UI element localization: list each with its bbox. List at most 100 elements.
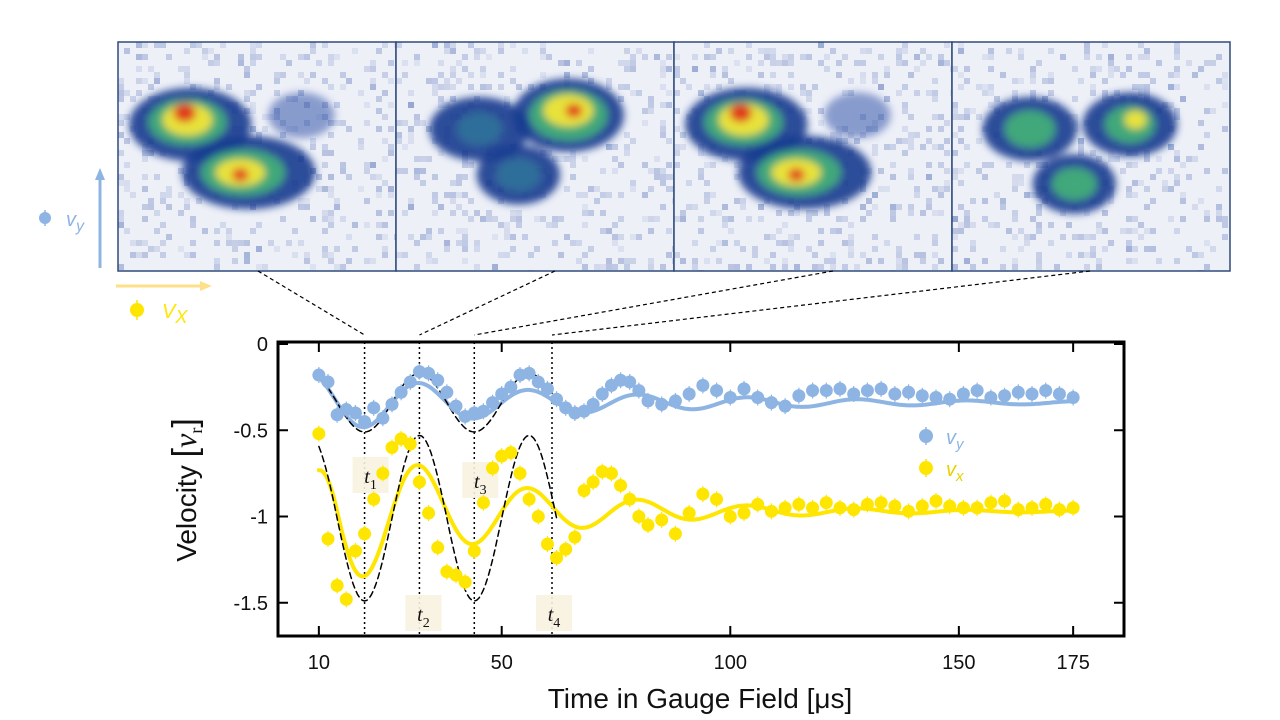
noise-pixel [952, 234, 958, 240]
velocity-axes-indicator: vy VX [39, 168, 212, 327]
noise-pixel [994, 192, 1000, 198]
noise-pixel [1216, 204, 1222, 210]
noise-pixel [776, 210, 782, 216]
noise-pixel [1000, 246, 1006, 252]
noise-pixel [878, 186, 884, 192]
noise-pixel [660, 204, 666, 210]
noise-pixel [474, 246, 480, 252]
noise-pixel [370, 162, 376, 168]
noise-pixel [932, 78, 938, 84]
noise-pixel [552, 240, 558, 246]
noise-pixel [630, 258, 636, 264]
noise-pixel [1210, 246, 1216, 252]
noise-pixel [836, 132, 842, 138]
image-background [952, 42, 1230, 271]
noise-pixel [148, 204, 154, 210]
noise-pixel [902, 108, 908, 114]
noise-pixel [1186, 60, 1192, 66]
noise-pixel [388, 60, 394, 66]
noise-pixel [214, 228, 220, 234]
noise-pixel [1198, 198, 1204, 204]
noise-pixel [1204, 60, 1210, 66]
noise-pixel [654, 174, 660, 180]
noise-pixel [770, 234, 776, 240]
vx-data-point [888, 499, 902, 513]
noise-pixel [594, 186, 600, 192]
noise-pixel [504, 234, 510, 240]
noise-pixel [884, 144, 890, 150]
vx-data-point [751, 497, 765, 511]
noise-pixel [232, 258, 238, 264]
panel-connectors [257, 270, 1091, 336]
noise-pixel [908, 168, 914, 174]
noise-pixel [710, 192, 716, 198]
noise-pixel [408, 198, 414, 204]
noise-pixel [274, 78, 280, 84]
noise-pixel [884, 72, 890, 78]
noise-pixel [438, 84, 444, 90]
noise-pixel [1012, 234, 1018, 240]
vx-data-point [412, 475, 426, 489]
vx-data-point [358, 527, 372, 541]
noise-pixel [932, 96, 938, 102]
noise-pixel [582, 72, 588, 78]
noise-pixel [1138, 222, 1144, 228]
noise-pixel [154, 78, 160, 84]
noise-pixel [680, 216, 686, 222]
noise-pixel [680, 258, 686, 264]
noise-pixel [896, 48, 902, 54]
noise-pixel [498, 72, 504, 78]
noise-pixel [334, 54, 340, 60]
noise-pixel [836, 228, 842, 234]
noise-pixel [860, 216, 866, 222]
vx-data-point [874, 496, 888, 510]
noise-pixel [618, 84, 624, 90]
vy-data-point [902, 385, 916, 399]
noise-pixel [818, 240, 824, 246]
noise-pixel [468, 162, 474, 168]
noise-pixel [1174, 66, 1180, 72]
noise-pixel [722, 204, 728, 210]
noise-pixel [1012, 186, 1018, 192]
noise-pixel [952, 216, 958, 222]
noise-pixel [740, 198, 746, 204]
vx-data-point [860, 497, 874, 511]
noise-pixel [136, 54, 142, 60]
vy-data-point [833, 382, 847, 396]
noise-pixel [1168, 84, 1174, 90]
noise-pixel [462, 246, 468, 252]
noise-pixel [982, 198, 988, 204]
noise-pixel [540, 54, 546, 60]
noise-pixel [376, 126, 382, 132]
noise-pixel [642, 108, 648, 114]
noise-pixel [244, 240, 250, 246]
noise-pixel [1198, 66, 1204, 72]
noise-pixel [196, 42, 202, 48]
noise-pixel [788, 84, 794, 90]
noise-pixel [944, 60, 950, 66]
noise-pixel [1216, 216, 1222, 222]
noise-pixel [674, 150, 680, 156]
noise-pixel [142, 54, 148, 60]
noise-pixel [612, 240, 618, 246]
time-marker-label-bg [405, 595, 442, 631]
noise-pixel [970, 264, 976, 270]
vy-data-point [1052, 387, 1066, 401]
noise-pixel [648, 216, 654, 222]
noise-pixel [394, 42, 396, 48]
noise-pixel [1012, 264, 1018, 270]
noise-pixel [148, 150, 154, 156]
noise-pixel [642, 192, 648, 198]
noise-pixel [994, 102, 1000, 108]
noise-pixel [142, 204, 148, 210]
noise-pixel [698, 90, 704, 96]
noise-pixel [364, 222, 370, 228]
noise-pixel [648, 102, 654, 108]
noise-pixel [142, 174, 148, 180]
noise-pixel [124, 90, 130, 96]
noise-pixel [764, 84, 770, 90]
noise-pixel [558, 60, 564, 66]
noise-pixel [618, 162, 624, 168]
noise-pixel [328, 60, 334, 66]
noise-pixel [480, 216, 486, 222]
